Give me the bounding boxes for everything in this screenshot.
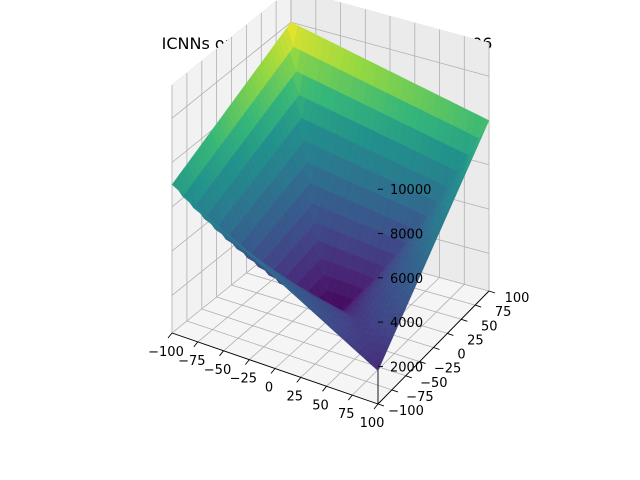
- grid-z-left: [171, 21, 292, 119]
- x-tick-mark: [322, 386, 327, 392]
- y-tick-label: −50: [420, 376, 447, 391]
- x-tick-mark: [167, 332, 173, 339]
- x-tick-label: 50: [312, 398, 329, 413]
- y-tick-label: 0: [457, 348, 465, 363]
- x-tick-label: −25: [230, 372, 257, 387]
- z-tick-label: 2000: [390, 360, 423, 375]
- surface-facet: [370, 359, 382, 372]
- y-tick-label: −25: [434, 362, 461, 377]
- x-tick-mark: [347, 394, 353, 401]
- y-tick-mark: [391, 389, 399, 393]
- x-tick-label: 100: [360, 416, 385, 431]
- x-tick-mark: [244, 359, 250, 365]
- grid-z-back: [290, 21, 490, 77]
- z-axis-ticks: 2000 4000 6000 8000 10000: [378, 183, 431, 375]
- y-tick-label: −75: [406, 390, 433, 405]
- grid-y-floor: [186, 320, 393, 391]
- x-axis-ticks: −100−75−50−25 0 25 50 75 100: [148, 332, 385, 431]
- y-tick-label: 50: [481, 319, 498, 334]
- z-tick-label: 10000: [390, 183, 431, 198]
- z-tick-label: 6000: [390, 272, 423, 287]
- y-tick-mark: [405, 375, 412, 379]
- x-tick-mark: [373, 403, 379, 410]
- x-tick-mark: [219, 350, 224, 357]
- y-tick-mark: [433, 347, 440, 350]
- y-tick-mark: [447, 332, 454, 336]
- y-tick-mark: [419, 361, 426, 365]
- x-tick-mark: [193, 341, 199, 348]
- y-tick-mark: [474, 304, 482, 308]
- z-tick-label: 8000: [390, 228, 423, 243]
- x-tick-label: 25: [287, 389, 304, 404]
- x-tick-mark: [296, 377, 302, 383]
- x-tick-mark: [270, 368, 276, 374]
- y-tick-label: 25: [467, 333, 484, 348]
- surface-plot: [171, 21, 490, 372]
- x-tick-label: 0: [265, 381, 273, 396]
- z-tick-label: 4000: [390, 316, 423, 331]
- y-tick-mark: [488, 290, 496, 294]
- y-tick-label: 100: [505, 291, 530, 306]
- y-tick-mark: [377, 403, 385, 407]
- y-tick-label: −100: [388, 404, 424, 419]
- x-tick-label: −75: [178, 354, 205, 369]
- y-tick-label: 75: [495, 305, 512, 320]
- x-tick-label: −50: [204, 363, 231, 378]
- y-tick-mark: [461, 318, 468, 322]
- x-tick-label: 75: [338, 407, 355, 422]
- x-tick-label: −100: [148, 345, 184, 360]
